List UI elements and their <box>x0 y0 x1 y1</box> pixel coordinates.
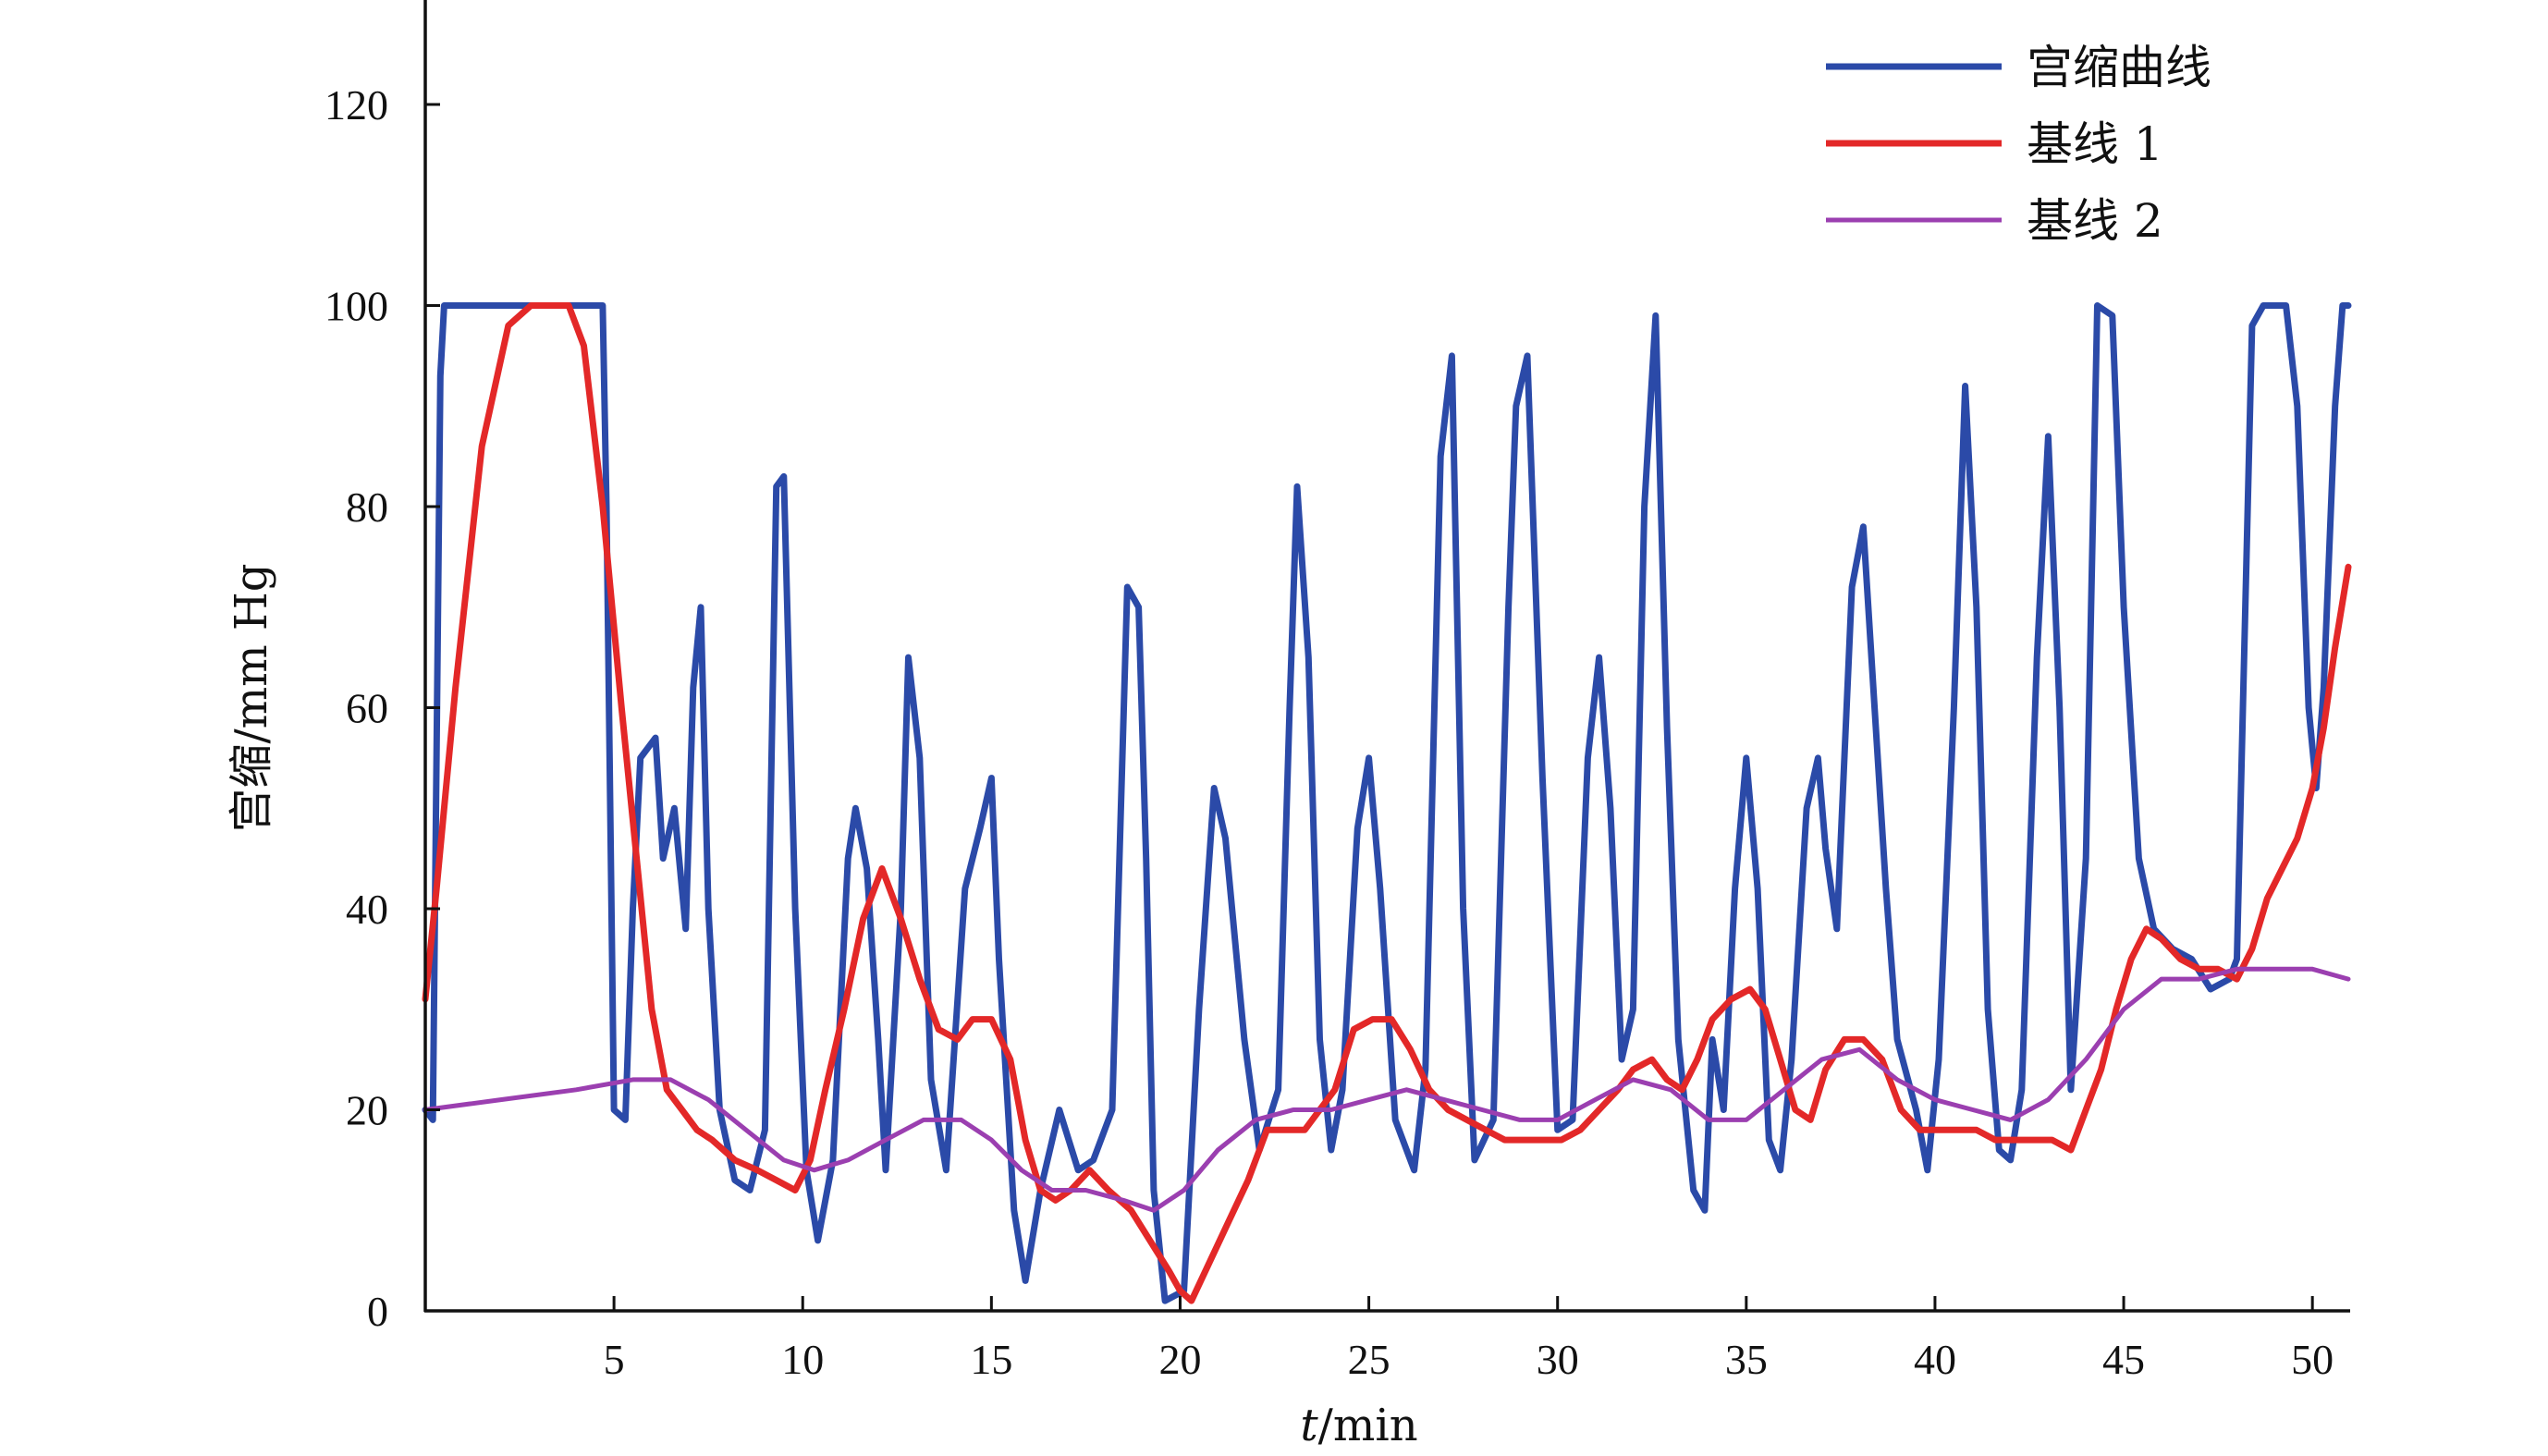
x-axis-title: t/min <box>1300 1400 1417 1451</box>
legend-label-1: 宫缩曲线 <box>2027 41 2211 94</box>
y-tick-label: 60 <box>346 685 388 732</box>
x-ticks: 5 10 15 20 25 30 35 40 45 50 <box>604 1296 2334 1383</box>
y-tick-label: 120 <box>325 81 388 128</box>
y-axis-title: 宫缩/mm Hg <box>226 563 277 832</box>
y-tick-label: 40 <box>346 886 388 933</box>
x-tick-label: 50 <box>2291 1336 2334 1383</box>
x-tick-label: 40 <box>1914 1336 1956 1383</box>
series-line-3 <box>423 966 2351 1213</box>
x-tick-label: 30 <box>1537 1336 1579 1383</box>
x-axis-title-italic: t <box>1300 1400 1318 1451</box>
axes <box>423 0 2350 1313</box>
y-tick-label: 20 <box>346 1087 388 1134</box>
y-ticks: 0 20 40 60 80 100 120 <box>325 81 440 1335</box>
x-tick-label: 5 <box>604 1336 625 1383</box>
legend-label-3: 基线 2 <box>2027 194 2163 248</box>
x-tick-label: 20 <box>1158 1336 1201 1383</box>
x-axis-title-unit: /min <box>1318 1400 1418 1451</box>
plot-lines <box>422 302 2352 1304</box>
x-tick-label: 10 <box>781 1336 824 1383</box>
x-tick-label: 45 <box>2102 1336 2145 1383</box>
x-tick-label: 15 <box>970 1336 1012 1383</box>
legend-label-2: 基线 1 <box>2027 117 2163 171</box>
series-line-1 <box>422 302 2352 1304</box>
y-tick-label: 80 <box>346 483 388 531</box>
x-tick-label: 25 <box>1348 1336 1390 1383</box>
series-line-2 <box>422 302 2352 1304</box>
y-tick-label: 100 <box>325 283 388 330</box>
x-tick-label: 35 <box>1725 1336 1768 1383</box>
y-tick-label: 0 <box>367 1288 388 1335</box>
